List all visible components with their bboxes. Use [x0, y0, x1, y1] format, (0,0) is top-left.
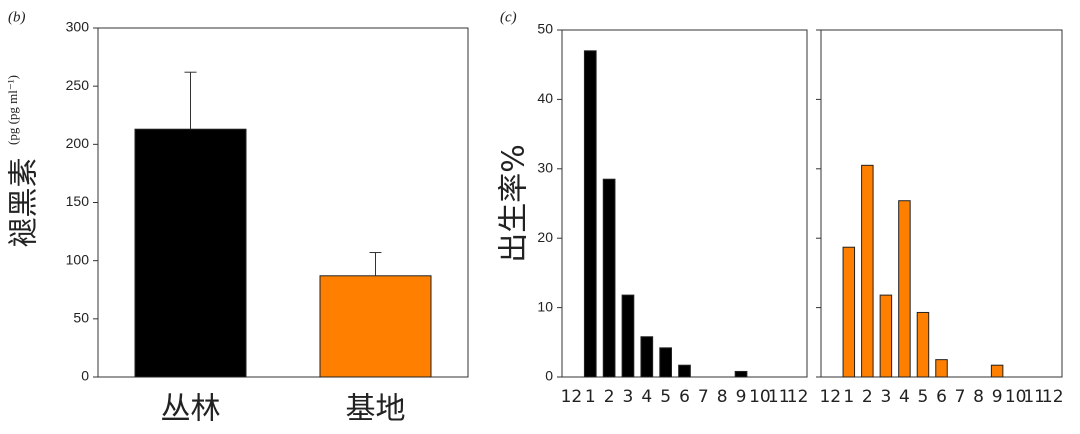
bar [640, 336, 654, 378]
bar [935, 359, 948, 378]
y-axis-unit: (pg (pg ml⁻¹) [5, 75, 20, 145]
y-tick-label: 250 [66, 77, 90, 93]
x-tick-label: 2 [862, 387, 873, 407]
y-axis-label: 褪黑素 [7, 158, 42, 248]
panel-label: (c) [500, 9, 517, 25]
plot-frame [820, 29, 1063, 378]
bar [842, 246, 856, 378]
x-tick-label: 1 [585, 387, 596, 407]
bar [319, 275, 432, 378]
x-tick-label: 11 [768, 387, 790, 407]
y-tick-label: 0 [545, 368, 553, 384]
bar [861, 164, 874, 378]
x-tick-label: 6 [936, 387, 947, 407]
y-tick-label: 50 [537, 21, 553, 37]
x-tick-label: 7 [955, 387, 966, 407]
y-tick-label: 40 [537, 90, 553, 106]
y-tick-label: 200 [66, 135, 90, 151]
y-axis-label: 出生率% [497, 144, 532, 263]
bar [678, 364, 691, 378]
x-tick-label: 丛林 [161, 392, 221, 427]
x-tick-label: 8 [973, 387, 984, 407]
x-tick-label: 基地 [346, 392, 406, 427]
x-tick-label: 9 [992, 387, 1003, 407]
error-bar [369, 252, 382, 276]
plot-frame [561, 29, 808, 378]
y-tick-label: 100 [66, 251, 90, 267]
bar [990, 364, 1004, 378]
bar [879, 294, 893, 378]
x-tick-label: 12 [561, 387, 583, 407]
x-tick-label: 12 [787, 387, 809, 407]
x-tick-label: 4 [899, 387, 910, 407]
x-tick-label: 10 [1005, 387, 1027, 407]
bar [134, 128, 247, 378]
y-tick-label: 0 [81, 368, 89, 384]
x-tick-label: 6 [679, 387, 690, 407]
x-tick-label: 12 [819, 387, 841, 407]
panel-label: (b) [8, 9, 26, 25]
x-tick-label: 3 [623, 387, 634, 407]
bar [898, 200, 911, 378]
y-tick-label: 50 [73, 310, 89, 326]
x-tick-label: 2 [604, 387, 615, 407]
x-tick-label: 12 [1042, 387, 1064, 407]
x-tick-label: 9 [736, 387, 747, 407]
x-tick-label: 1 [843, 387, 854, 407]
y-tick-label: 10 [537, 298, 553, 314]
y-tick-label: 300 [66, 19, 90, 35]
x-tick-label: 3 [880, 387, 891, 407]
x-tick-label: 10 [749, 387, 771, 407]
y-tick-label: 150 [66, 193, 90, 209]
x-tick-label: 4 [641, 387, 652, 407]
bar [916, 311, 930, 378]
bar [602, 178, 616, 378]
bar [659, 347, 672, 378]
x-tick-label: 11 [1023, 387, 1045, 407]
x-tick-label: 5 [918, 387, 929, 407]
error-bar [184, 71, 197, 130]
bar [621, 294, 635, 378]
y-tick-label: 30 [537, 160, 553, 176]
x-tick-label: 7 [698, 387, 709, 407]
y-tick-label: 20 [537, 229, 553, 245]
x-tick-label: 8 [717, 387, 728, 407]
x-tick-label: 5 [660, 387, 671, 407]
bar [734, 370, 748, 378]
bar [583, 50, 597, 378]
